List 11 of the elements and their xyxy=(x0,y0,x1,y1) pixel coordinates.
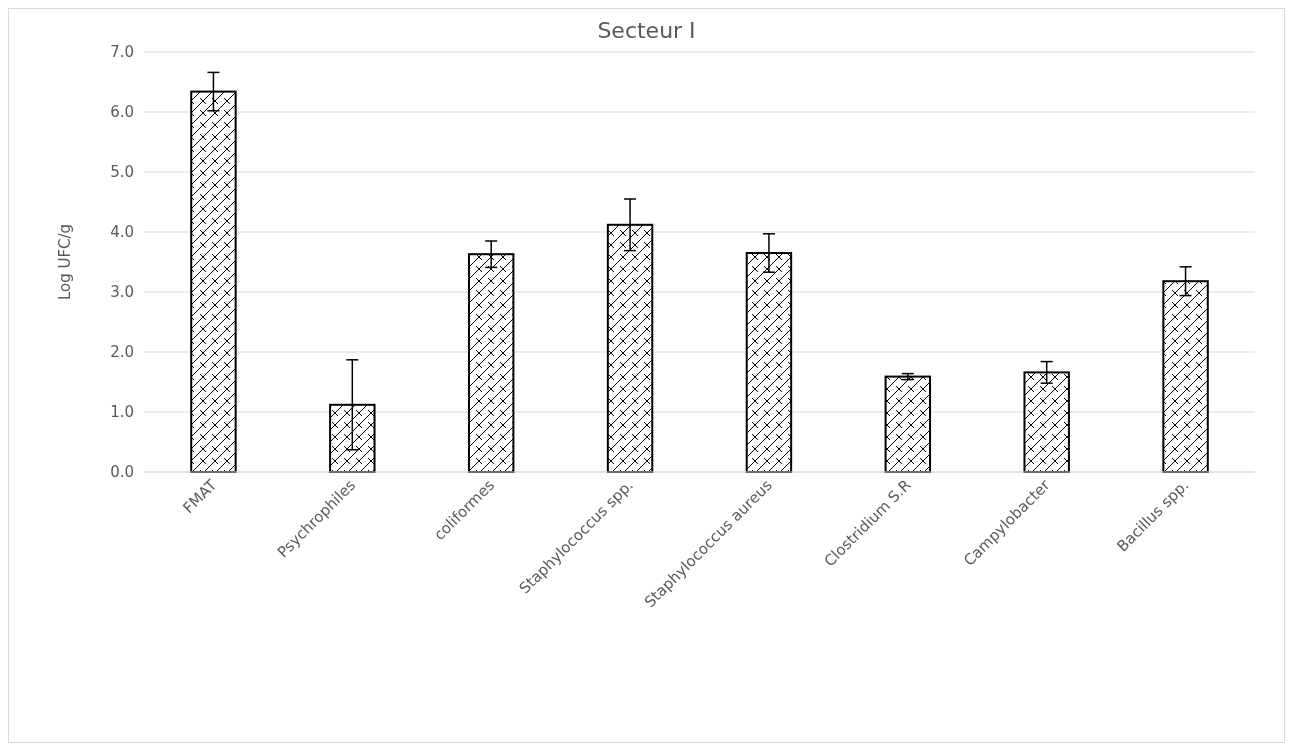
y-axis-title: Log UFC/g xyxy=(56,223,74,301)
y-tick-label: 0.0 xyxy=(110,463,134,482)
y-tick-label: 5.0 xyxy=(110,163,134,182)
chart-title: Secteur I xyxy=(597,18,696,43)
bar xyxy=(884,375,932,473)
y-tick-label: 2.0 xyxy=(110,343,134,362)
y-tick-label: 6.0 xyxy=(110,103,134,122)
y-tick-label: 1.0 xyxy=(110,403,134,422)
y-tick-label: 7.0 xyxy=(110,43,134,62)
y-tick-label: 4.0 xyxy=(110,223,134,242)
y-tick-label: 3.0 xyxy=(110,283,134,302)
